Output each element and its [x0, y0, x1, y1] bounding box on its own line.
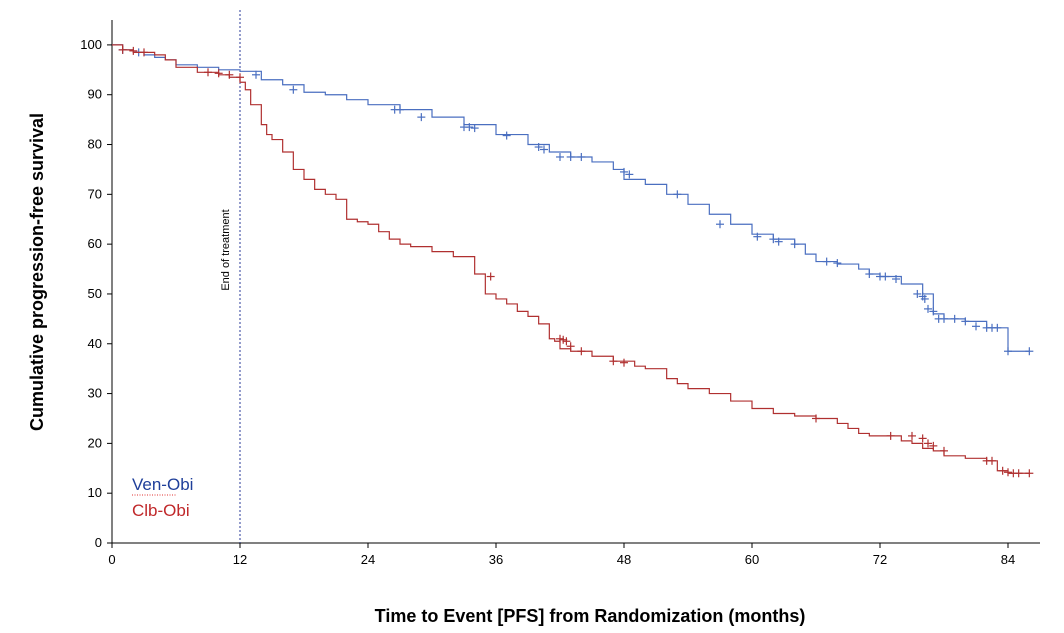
censor-mark: [486, 272, 495, 281]
censor-mark: [940, 446, 948, 455]
censor-mark: [289, 85, 298, 94]
censor-mark: [865, 270, 874, 279]
censor-mark: [920, 294, 929, 303]
censor-mark: [886, 431, 895, 440]
y-tick-label: 50: [88, 286, 102, 301]
censor-mark: [972, 322, 980, 331]
x-tick-label: 48: [617, 552, 631, 567]
x-tick-label: 72: [873, 552, 887, 567]
censor-mark: [470, 124, 479, 133]
censor-mark: [620, 358, 628, 367]
censor-mark: [769, 235, 778, 244]
y-tick-label: 60: [88, 236, 102, 251]
y-tick-label: 80: [88, 137, 102, 152]
x-tick-label: 84: [1001, 552, 1015, 567]
censor-mark: [929, 441, 938, 450]
x-tick-label: 0: [108, 552, 115, 567]
y-tick-label: 30: [88, 386, 102, 401]
y-tick-label: 20: [88, 435, 102, 450]
censor-mark: [1025, 347, 1034, 356]
censor-mark: [892, 275, 900, 284]
x-tick-label: 24: [361, 552, 375, 567]
censor-mark: [924, 439, 932, 448]
censor-mark: [566, 152, 575, 161]
censor-mark: [998, 466, 1007, 475]
censor-mark: [929, 307, 938, 316]
censor-mark: [753, 232, 762, 241]
censor-mark: [950, 314, 959, 323]
censor-mark: [1014, 469, 1023, 478]
censor-mark: [534, 143, 543, 152]
censor-mark: [940, 314, 948, 323]
censor-mark: [790, 240, 799, 249]
legend-item-clb-obi: Clb-Obi: [132, 501, 190, 520]
y-tick-label: 100: [80, 37, 102, 52]
y-tick-label: 90: [88, 87, 102, 102]
y-tick-label: 40: [88, 336, 102, 351]
censor-mark: [913, 289, 922, 298]
censor-mark: [556, 152, 564, 161]
censor-mark: [252, 70, 260, 79]
x-tick-label: 12: [233, 552, 247, 567]
x-axis-title: Time to Event [PFS] from Randomization (…: [375, 606, 806, 626]
censor-mark: [993, 323, 1002, 332]
legend: Ven-Obi Clb-Obi: [132, 475, 193, 520]
censor-mark: [225, 70, 234, 79]
series-group: [112, 44, 1034, 478]
censor-mark: [988, 456, 996, 465]
censor-mark: [417, 113, 426, 122]
censor-mark: [716, 220, 724, 229]
x-tick-label: 36: [489, 552, 503, 567]
censor-mark: [812, 414, 820, 423]
censor-mark: [502, 131, 511, 140]
censor-mark: [396, 105, 404, 114]
censor-mark: [881, 272, 890, 281]
censor-mark: [833, 259, 842, 268]
censor-mark: [562, 337, 571, 346]
censor-mark: [214, 69, 223, 78]
censor-mark: [822, 257, 831, 266]
legend-item-ven-obi: Ven-Obi: [132, 475, 193, 494]
x-axis-ticks: 0 12 24 36 48 60 72 84: [108, 543, 1015, 567]
censor-mark: [620, 167, 628, 176]
y-tick-label: 70: [88, 186, 102, 201]
censor-mark: [465, 123, 474, 132]
censor-mark: [924, 304, 932, 313]
x-tick-label: 60: [745, 552, 759, 567]
censor-mark: [129, 46, 138, 55]
censor-mark: [577, 152, 586, 161]
censor-mark: [1004, 347, 1012, 356]
y-axis-title: Cumulative progression-free survival: [27, 113, 47, 431]
censor-mark: [540, 145, 548, 154]
censor-mark: [118, 45, 127, 54]
censor-mark: [1004, 468, 1012, 477]
series-line-clb-obi: [112, 44, 1030, 474]
censor-mark: [236, 73, 244, 82]
y-tick-label: 0: [95, 535, 102, 550]
y-axis-ticks: 0 10 20 30 40 50 60 70 80 90 100: [80, 37, 112, 550]
plot-area: 0 10 20 30 40 50 60 70 80 90 100 0 12 24 36 48 60 72 84 E…: [80, 10, 1040, 567]
censor-mark: [1025, 469, 1034, 478]
censor-mark: [918, 434, 927, 443]
censor-mark: [673, 190, 682, 199]
censor-mark: [961, 317, 970, 326]
censor-mark: [140, 48, 148, 57]
censor-mark: [609, 357, 618, 366]
censor-mark: [566, 342, 575, 351]
series-line-ven-obi: [112, 44, 1030, 352]
censor-mark: [774, 237, 783, 246]
censor-mark: [204, 68, 212, 77]
censor-mark: [908, 431, 916, 440]
end-of-treatment-label: End of treatment: [220, 209, 232, 290]
censor-mark: [577, 347, 586, 356]
y-tick-label: 10: [88, 485, 102, 500]
censor-mark: [625, 170, 634, 179]
